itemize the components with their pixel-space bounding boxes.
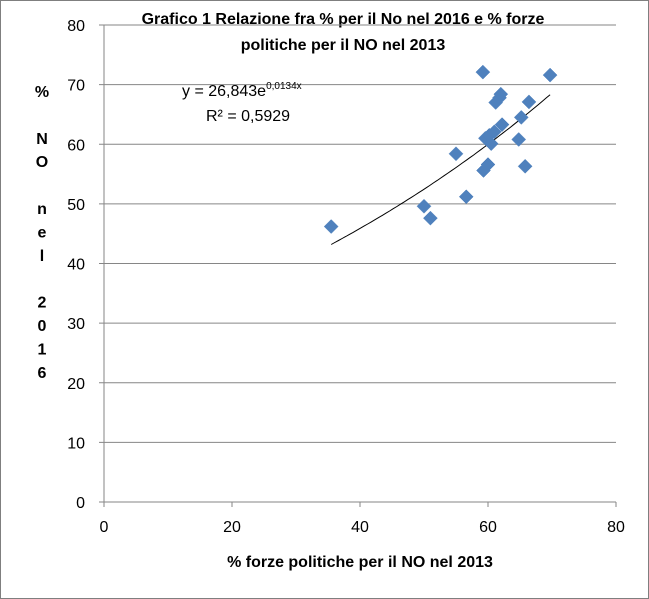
y-tick-label: 0 bbox=[76, 495, 85, 512]
y-axis-label-char: N bbox=[36, 131, 48, 148]
y-axis-label-char: l bbox=[40, 248, 44, 265]
data-point bbox=[521, 94, 537, 110]
trendline-r2: R² = 0,5929 bbox=[206, 108, 290, 125]
y-axis-label-char: 2 bbox=[38, 295, 47, 312]
data-points bbox=[323, 64, 558, 234]
data-point bbox=[423, 210, 438, 226]
trendline-curve bbox=[330, 94, 551, 245]
y-tick-labels: 0 10 20 30 40 50 60 70 80 bbox=[67, 18, 85, 512]
x-tick-label: 60 bbox=[479, 519, 497, 536]
data-point bbox=[511, 132, 527, 147]
data-point bbox=[448, 146, 464, 162]
data-point bbox=[517, 158, 533, 174]
y-axis-label-char: e bbox=[38, 224, 47, 241]
axes bbox=[99, 24, 617, 507]
data-point bbox=[513, 110, 529, 125]
data-point bbox=[480, 157, 496, 172]
y-tick-label: 40 bbox=[67, 257, 85, 274]
x-tick-label: 80 bbox=[607, 519, 625, 536]
y-tick-label: 50 bbox=[67, 197, 85, 214]
y-tick-label: 60 bbox=[67, 137, 85, 154]
x-tick-label: 40 bbox=[351, 519, 369, 536]
y-axis-label-char: 6 bbox=[38, 365, 47, 382]
data-point bbox=[416, 198, 432, 214]
trendline-equation: y = 26,843e0,0134x bbox=[182, 81, 302, 100]
y-tick-label: 80 bbox=[67, 18, 85, 35]
chart-title-line-1: Grafico 1 Relazione fra % per il No nel … bbox=[142, 11, 545, 28]
y-axis-label-char: % bbox=[35, 84, 49, 101]
chart-title-line-2: politiche per il NO nel 2013 bbox=[241, 37, 446, 54]
x-axis-label: % forze politiche per il NO nel 2013 bbox=[227, 554, 493, 571]
data-point bbox=[323, 219, 339, 234]
gridlines bbox=[104, 24, 616, 443]
y-axis-label-char: n bbox=[37, 201, 47, 218]
data-point bbox=[483, 136, 499, 152]
trendline bbox=[330, 94, 551, 245]
y-tick-label: 10 bbox=[67, 435, 85, 452]
x-tick-label: 0 bbox=[100, 519, 109, 536]
y-tick-label: 30 bbox=[67, 316, 85, 333]
data-point bbox=[475, 64, 491, 80]
data-point bbox=[458, 189, 474, 205]
x-tick-label: 20 bbox=[223, 519, 241, 536]
y-axis-label-char: 1 bbox=[38, 341, 47, 358]
data-point bbox=[493, 86, 509, 102]
data-point bbox=[487, 124, 502, 140]
data-point bbox=[494, 117, 510, 132]
data-point bbox=[542, 67, 558, 83]
x-tick-labels: 0 20 40 60 80 bbox=[100, 519, 625, 536]
y-tick-label: 70 bbox=[67, 78, 85, 95]
y-tick-label: 20 bbox=[67, 376, 85, 393]
y-axis-label-char: 0 bbox=[38, 318, 47, 335]
trendline-equation-exponent: 0,0134x bbox=[266, 81, 302, 92]
y-axis-label-char: O bbox=[36, 154, 48, 171]
trendline-equation-main: y = 26,843e bbox=[182, 83, 266, 100]
